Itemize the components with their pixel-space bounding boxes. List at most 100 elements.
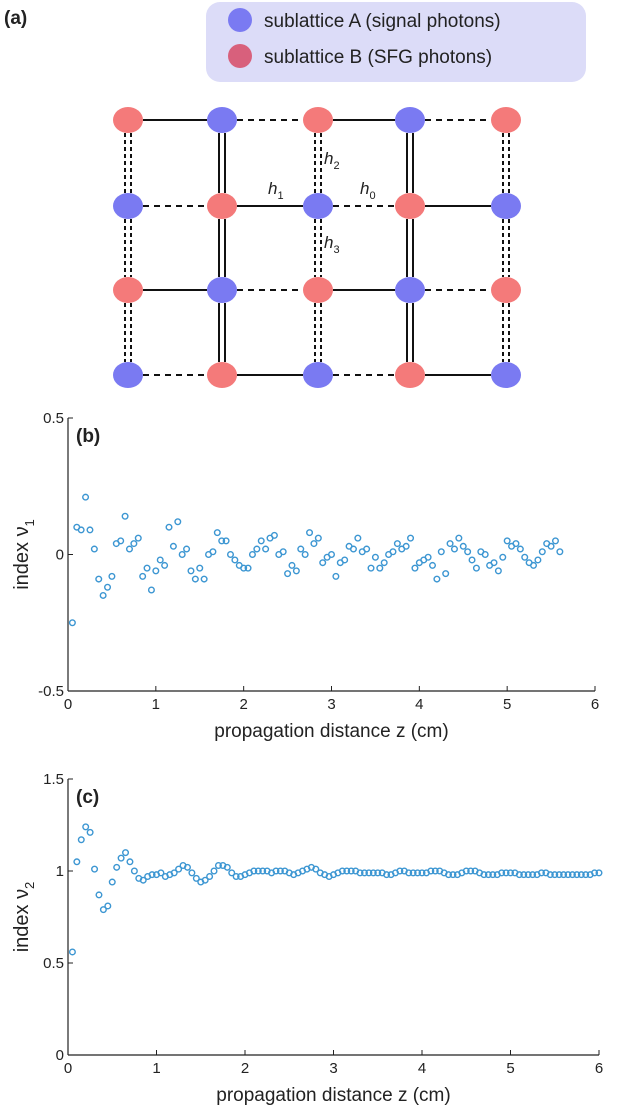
data-point <box>429 561 437 569</box>
data-point <box>165 523 173 531</box>
data-point <box>86 526 94 534</box>
data-point <box>564 871 572 879</box>
data-point <box>148 871 156 879</box>
data-point <box>369 869 377 877</box>
data-point <box>349 545 357 553</box>
y-tick-label: 1 <box>56 863 64 880</box>
data-point <box>90 545 98 553</box>
site-sublattice-b <box>395 362 425 388</box>
data-point <box>86 828 94 836</box>
site-sublattice-b <box>113 107 143 133</box>
data-point <box>573 871 581 879</box>
data-point <box>374 869 382 877</box>
data-point <box>411 564 419 572</box>
x-tick-label: 3 <box>327 696 335 713</box>
data-point <box>191 575 199 583</box>
data-point <box>161 561 169 569</box>
data-point <box>524 871 532 879</box>
data-point <box>174 518 182 526</box>
data-point <box>560 871 568 879</box>
data-point <box>530 561 538 569</box>
data-point <box>99 906 107 914</box>
data-point <box>376 564 384 572</box>
data-point <box>424 553 432 561</box>
x-tick-label: 5 <box>503 696 511 713</box>
data-point <box>226 551 234 559</box>
data-point <box>108 878 116 886</box>
data-point <box>446 540 454 548</box>
data-point <box>156 556 164 564</box>
data-point <box>284 570 292 578</box>
data-point <box>68 619 76 627</box>
data-point <box>104 583 112 591</box>
data-point <box>240 564 248 572</box>
data-point <box>380 559 388 567</box>
panel-label: (b) <box>76 426 100 447</box>
data-point <box>231 556 239 564</box>
data-point <box>341 556 349 564</box>
site-sublattice-b <box>395 193 425 219</box>
data-point <box>551 537 559 545</box>
data-point <box>360 869 368 877</box>
data-point <box>297 545 305 553</box>
x-tick-label: 4 <box>418 1060 426 1077</box>
site-sublattice-a <box>491 193 521 219</box>
data-point <box>157 869 165 877</box>
data-point <box>270 531 278 539</box>
site-sublattice-a <box>113 193 143 219</box>
data-point <box>91 865 99 873</box>
data-point <box>498 869 506 877</box>
data-point <box>534 556 542 564</box>
data-point <box>551 871 559 879</box>
data-point <box>472 564 480 572</box>
data-point <box>365 869 373 877</box>
site-sublattice-a <box>395 277 425 303</box>
data-point <box>556 548 564 556</box>
x-tick-label: 4 <box>415 696 423 713</box>
data-point <box>178 551 186 559</box>
data-point <box>170 869 178 877</box>
data-point <box>577 871 585 879</box>
y-axis-label: index ν1 <box>11 519 37 590</box>
site-sublattice-b <box>303 107 333 133</box>
data-point <box>248 551 256 559</box>
data-point <box>130 540 138 548</box>
data-point <box>464 548 472 556</box>
data-point <box>253 545 261 553</box>
data-point <box>147 586 155 594</box>
data-point <box>117 537 125 545</box>
lattice-panel: (a) sublattice A (signal photons) sublat… <box>4 2 586 388</box>
data-point <box>77 526 85 534</box>
data-point <box>499 553 507 561</box>
data-point <box>73 858 81 866</box>
data-point <box>257 537 265 545</box>
hopping-label-h1: h1 <box>268 179 284 202</box>
lattice-diagram <box>113 107 521 388</box>
data-point <box>134 534 142 542</box>
data-point <box>130 867 138 875</box>
data-point <box>232 873 240 881</box>
data-point <box>481 551 489 559</box>
data-point <box>143 564 151 572</box>
site-sublattice-a <box>207 277 237 303</box>
data-point <box>480 871 488 879</box>
data-point <box>407 534 415 542</box>
data-point <box>538 548 546 556</box>
site-sublattice-a <box>303 193 333 219</box>
data-point <box>95 891 103 899</box>
data-point <box>332 572 340 580</box>
data-point <box>502 869 510 877</box>
data-point <box>437 548 445 556</box>
chart-index-nu1: 0 1 2 3 4 5 6-0.500.5(b)propagation distance z… <box>11 410 599 742</box>
data-point <box>427 867 435 875</box>
y-tick-label: 0 <box>56 1047 64 1064</box>
data-point <box>200 575 208 583</box>
legend-label-sublattice-b: sublattice B (SFG photons) <box>264 47 492 68</box>
legend-marker-sublattice-a <box>228 8 252 32</box>
data-point <box>371 553 379 561</box>
data-point <box>521 553 529 561</box>
data-point <box>414 869 422 877</box>
data-point <box>99 591 107 599</box>
data-point <box>292 567 300 575</box>
